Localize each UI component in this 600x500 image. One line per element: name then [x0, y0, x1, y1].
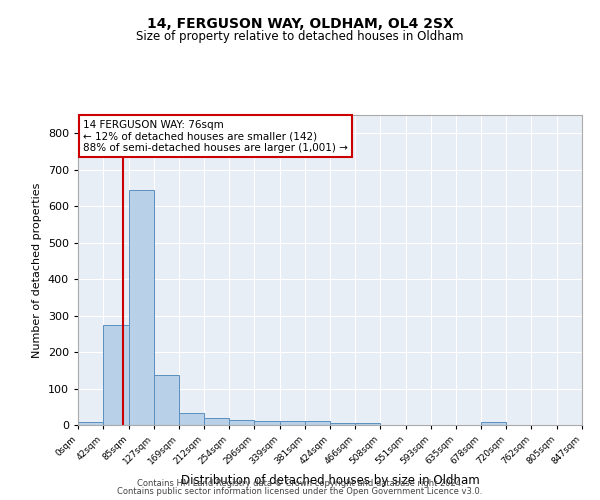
Y-axis label: Number of detached properties: Number of detached properties [32, 182, 42, 358]
Bar [103, 324, 128, 425]
Bar [280, 421, 305, 425]
Text: 14, FERGUSON WAY, OLDHAM, OL4 2SX: 14, FERGUSON WAY, OLDHAM, OL4 2SX [146, 18, 454, 32]
Text: Size of property relative to detached houses in Oldham: Size of property relative to detached ho… [136, 30, 464, 43]
Text: 14 FERGUSON WAY: 76sqm
← 12% of detached houses are smaller (142)
88% of semi-de: 14 FERGUSON WAY: 76sqm ← 12% of detached… [83, 120, 348, 153]
Bar [154, 374, 179, 425]
Bar [481, 422, 506, 425]
Bar [179, 412, 204, 425]
Bar [128, 190, 154, 425]
Bar [204, 418, 229, 425]
Text: Contains HM Land Registry data © Crown copyright and database right 2024.: Contains HM Land Registry data © Crown c… [137, 478, 463, 488]
Bar [355, 423, 380, 425]
Bar [229, 420, 254, 425]
X-axis label: Distribution of detached houses by size in Oldham: Distribution of detached houses by size … [181, 474, 479, 488]
Bar [305, 422, 330, 425]
Bar [254, 421, 280, 425]
Bar [330, 423, 355, 425]
Text: Contains public sector information licensed under the Open Government Licence v3: Contains public sector information licen… [118, 487, 482, 496]
Bar [78, 422, 103, 425]
